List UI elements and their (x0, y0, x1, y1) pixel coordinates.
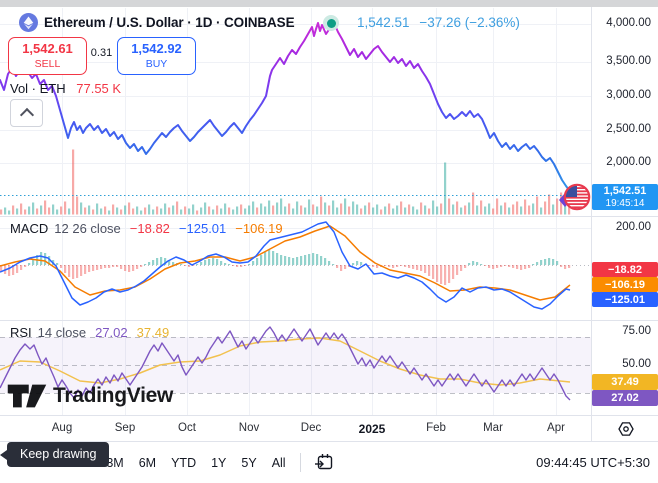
buy-label: BUY (145, 57, 168, 70)
time-axis-label-oct: Oct (178, 422, 196, 434)
macd-signal-line (0, 225, 571, 301)
range-button-1y[interactable]: 1Y (211, 455, 227, 470)
volume-value: 77.55 K (76, 81, 122, 96)
axis-tick-label: 50.00 (622, 358, 651, 370)
pane-separators (0, 7, 658, 442)
bottom-toolbar: 1D5D1M3M6MYTD1Y5YAll 09:44:45 UTC+5:30 (0, 442, 658, 483)
macd-histogram (0, 250, 571, 285)
rsi-params: 14 close (37, 325, 87, 340)
rsi-value: 27.02 (95, 325, 128, 340)
macd-line-badge: −125.01 (592, 292, 658, 307)
tooltip-arrow (0, 449, 7, 460)
last-price-badge: 1,542.51 19:45:14 (592, 184, 658, 210)
macd-signal-value: −106.19 (235, 221, 283, 236)
last-price: 1,542.51 (357, 15, 410, 30)
sell-price: 1,542.61 (22, 41, 73, 56)
calendar-arrow-icon (314, 454, 332, 470)
chevron-up-icon (19, 107, 34, 123)
macd-hist-value: −18.82 (129, 221, 170, 236)
bar-countdown: 19:45:14 (605, 197, 645, 209)
volume-bars (0, 149, 571, 215)
tooltip-text: Keep drawing (7, 442, 110, 467)
time-axis-label-2025: 2025 (358, 422, 386, 436)
time-axis-label-feb: Feb (426, 422, 446, 434)
axis-tick-label: 200.00 (615, 221, 651, 233)
spread-value: 0.31 (90, 47, 113, 59)
axis-tick-label: 2,500.00 (606, 123, 651, 135)
rsi-legend[interactable]: RSI 14 close 27.02 37.49 (10, 325, 169, 340)
price-change: −37.26 (−2.36%) (419, 15, 520, 30)
rsi-value-badge: 27.02 (592, 390, 658, 406)
go-to-date-button[interactable] (314, 453, 334, 472)
price-line (0, 22, 570, 191)
range-button-3m[interactable]: 3M (106, 455, 124, 470)
tradingview-logo-text: TradingView (53, 384, 174, 407)
keep-drawing-tooltip: Keep drawing (0, 442, 110, 467)
pair-logo-marker (559, 183, 591, 211)
tradingview-logo-icon (7, 384, 47, 408)
time-axis-label-mar: Mar (483, 422, 503, 434)
rsi-ma-value: 37.49 (136, 325, 170, 340)
macd-legend[interactable]: MACD 12 26 close −18.82 −125.01 −106.19 (10, 221, 283, 236)
symbol-header[interactable] (19, 13, 38, 32)
time-axis-label-apr: Apr (547, 422, 565, 434)
symbol-title[interactable]: Ethereum / U.S. Dollar · 1D · COINBASE (44, 15, 295, 30)
window-top-edge (0, 0, 658, 7)
rsi-ma-badge: 37.49 (592, 374, 658, 390)
time-axis-label-sep: Sep (114, 422, 136, 434)
macd-line (0, 221, 571, 310)
macd-hist-badge: −18.82 (592, 262, 658, 277)
axis-tick-label: 2,000.00 (606, 156, 651, 168)
macd-name: MACD (10, 221, 49, 236)
buy-price: 1,542.92 (131, 41, 182, 56)
axis-tick-label: 3,000.00 (606, 89, 651, 101)
time-axis-label-nov: Nov (238, 422, 260, 434)
macd-signal-badge: −106.19 (592, 277, 658, 292)
volume-label: Vol · ETH (10, 81, 66, 96)
macd-params: 12 26 close (54, 221, 121, 236)
scale-settings-gear-icon[interactable] (617, 420, 635, 438)
sell-label: SELL (34, 57, 61, 70)
time-axis-label-dec: Dec (300, 422, 322, 434)
tradingview-logo[interactable]: TradingView (6, 381, 173, 411)
ethereum-logo-icon (19, 13, 38, 32)
range-button-5y[interactable]: 5Y (241, 455, 257, 470)
volume-legend[interactable]: Vol · ETH 77.55 K (10, 81, 121, 96)
toolbar-divider (299, 453, 301, 472)
range-button-6m[interactable]: 6M (138, 455, 157, 470)
clock-timezone[interactable]: 09:44:45 UTC+5:30 (536, 455, 650, 470)
chart-gridlines (0, 8, 591, 415)
time-scale[interactable]: Aug Sep Oct Nov Dec 2025 Feb Mar Apr (0, 416, 658, 441)
market-status-icon[interactable] (323, 15, 339, 31)
rsi-line (0, 326, 571, 401)
buy-button[interactable]: 1,542.92 BUY (117, 37, 196, 75)
macd-line-value: −125.01 (178, 221, 227, 236)
usd-flag-icon (565, 185, 589, 209)
range-button-ytd[interactable]: YTD (171, 455, 197, 470)
axis-tick-label: 75.00 (622, 325, 651, 337)
rsi-name: RSI (10, 325, 32, 340)
range-button-all[interactable]: All (271, 455, 286, 470)
collapse-legend-button[interactable] (10, 99, 43, 127)
axis-tick-label: 3,500.00 (606, 55, 651, 67)
last-price-display: 1,542.51 −37.26 (−2.36%) (357, 15, 520, 30)
axis-tick-label: 4,000.00 (606, 17, 651, 29)
time-axis-label-aug: Aug (51, 422, 73, 434)
sell-button[interactable]: 1,542.61 SELL (8, 37, 87, 75)
